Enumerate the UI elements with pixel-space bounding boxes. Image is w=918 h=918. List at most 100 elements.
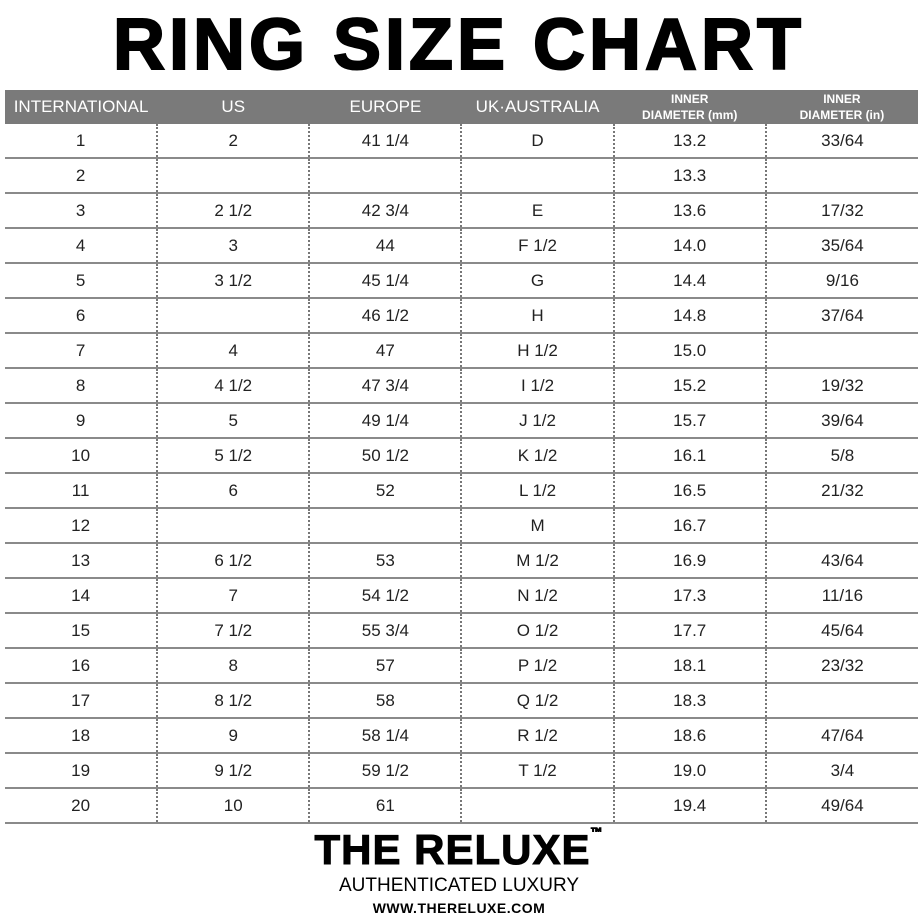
table-cell: T 1/2 — [461, 753, 615, 789]
table-cell: 3 1/2 — [157, 263, 311, 299]
table-cell: 47 3/4 — [309, 368, 463, 404]
table-cell: 5/8 — [765, 438, 918, 474]
table-cell: R 1/2 — [461, 718, 615, 754]
table-cell: 3 — [5, 193, 159, 229]
table-cell: 8 1/2 — [157, 683, 311, 719]
table-cell: 33/64 — [765, 124, 918, 159]
table-cell: 11 — [5, 473, 159, 509]
table-cell: N 1/2 — [461, 578, 615, 614]
table-cell: 16 — [5, 648, 159, 684]
table-cell: 55 3/4 — [309, 613, 463, 649]
table-cell: 14.8 — [613, 298, 767, 334]
table-cell: 54 1/2 — [309, 578, 463, 614]
table-cell: 49 1/4 — [309, 403, 463, 439]
table-row: 13 6 1/2 53 M 1/2 16.9 43/64 — [5, 543, 918, 579]
table-row: 9 5 49 1/4 J 1/2 15.7 39/64 — [5, 403, 918, 439]
table-row: 15 7 1/2 55 3/4 O 1/2 17.7 45/64 — [5, 613, 918, 649]
table-cell: 39/64 — [765, 403, 918, 439]
table-cell: M 1/2 — [461, 543, 615, 579]
header-line: DIAMETER (mm) — [642, 108, 738, 122]
table-cell: 19 — [5, 753, 159, 789]
table-cell: 61 — [309, 788, 463, 824]
table-cell — [157, 508, 311, 544]
header-line: INNER — [823, 92, 861, 106]
table-cell: 10 — [157, 788, 311, 824]
table-cell: 3/4 — [765, 753, 918, 789]
brand-url: WWW.THERELUXE.COM — [372, 900, 546, 916]
table-cell: 58 — [309, 683, 463, 719]
table-cell: 18 — [5, 718, 159, 754]
table-cell: 16.5 — [613, 473, 767, 509]
table-cell: 47/64 — [765, 718, 918, 754]
table-cell: D — [461, 124, 615, 159]
table-cell: 7 1/2 — [157, 613, 311, 649]
table-cell: K 1/2 — [461, 438, 615, 474]
table-cell — [157, 158, 311, 194]
table-cell: F 1/2 — [461, 228, 615, 264]
table-cell: J 1/2 — [461, 403, 615, 439]
table-cell: 44 — [309, 228, 463, 264]
table-cell: 14.0 — [613, 228, 767, 264]
table-cell: 17 — [5, 683, 159, 719]
ring-size-table: INTERNATIONAL US EUROPE UK·AUSTRALIA INNER DI… — [5, 90, 918, 824]
brand-tagline: AUTHENTICATED LUXURY — [339, 875, 579, 896]
brand-footer: THE RELUXE™ AUTHENTICATED LUXURY WWW.THE… — [0, 825, 918, 917]
table-cell: 7 — [157, 578, 311, 614]
trademark: ™ — [590, 825, 604, 840]
table-cell: 15.2 — [613, 368, 767, 404]
table-cell: 6 1/2 — [157, 543, 311, 579]
table-cell: 17.3 — [613, 578, 767, 614]
table-cell: 19/32 — [765, 368, 918, 404]
table-cell: P 1/2 — [461, 648, 615, 684]
table-cell: 20 — [5, 788, 159, 824]
table-cell: 49/64 — [765, 788, 918, 824]
table-cell: I 1/2 — [461, 368, 615, 404]
table-cell: 16.1 — [613, 438, 767, 474]
table-cell: G — [461, 263, 615, 299]
table-cell: 13.6 — [613, 193, 767, 229]
table-cell: 9 1/2 — [157, 753, 311, 789]
table-cell: 16.7 — [613, 508, 767, 544]
table-cell: 43/64 — [765, 543, 918, 579]
table-row: 18 9 58 1/4 R 1/2 18.6 47/64 — [5, 718, 918, 754]
table-cell: 11/16 — [765, 578, 918, 614]
table-cell: 46 1/2 — [309, 298, 463, 334]
table-cell: 37/64 — [765, 298, 918, 334]
column-header: UK·AUSTRALIA — [461, 90, 614, 124]
table-cell: 2 — [5, 158, 159, 194]
table-cell: 5 — [157, 403, 311, 439]
table-cell: 53 — [309, 543, 463, 579]
table-cell: 15.7 — [613, 403, 767, 439]
page-title: RING SIZE CHART — [112, 4, 805, 86]
table-cell: 12 — [5, 508, 159, 544]
column-header: INNER DIAMETER (mm) — [613, 90, 766, 124]
table-row: 7 4 47 H 1/2 15.0 — [5, 333, 918, 369]
table-cell: 50 1/2 — [309, 438, 463, 474]
table-cell: 6 — [5, 298, 159, 334]
table-cell: 45 1/4 — [309, 263, 463, 299]
column-header: EUROPE — [309, 90, 462, 124]
table-cell: 10 — [5, 438, 159, 474]
table-cell: 5 — [5, 263, 159, 299]
table-cell: 13.3 — [613, 158, 767, 194]
table-cell: 4 1/2 — [157, 368, 311, 404]
table-cell: 14 — [5, 578, 159, 614]
table-cell — [309, 158, 463, 194]
table-header-row: INTERNATIONAL US EUROPE UK·AUSTRALIA INNER DI… — [5, 90, 918, 124]
table-cell: 2 1/2 — [157, 193, 311, 229]
table-cell: 9 — [157, 718, 311, 754]
table-cell: 19.4 — [613, 788, 767, 824]
table-cell: 4 — [5, 228, 159, 264]
table-cell — [765, 158, 918, 194]
table-cell: 19.0 — [613, 753, 767, 789]
table-body: 1 2 41 1/4 D 13.2 33/64 2 13.3 3 2 1/2 42 3/4 E 13.6… — [5, 124, 918, 824]
table-cell: 5 1/2 — [157, 438, 311, 474]
table-cell — [157, 298, 311, 334]
table-cell: 47 — [309, 333, 463, 369]
table-cell: 42 3/4 — [309, 193, 463, 229]
table-cell: 35/64 — [765, 228, 918, 264]
table-cell: 9/16 — [765, 263, 918, 299]
table-row: 14 7 54 1/2 N 1/2 17.3 11/16 — [5, 578, 918, 614]
table-cell: 13 — [5, 543, 159, 579]
